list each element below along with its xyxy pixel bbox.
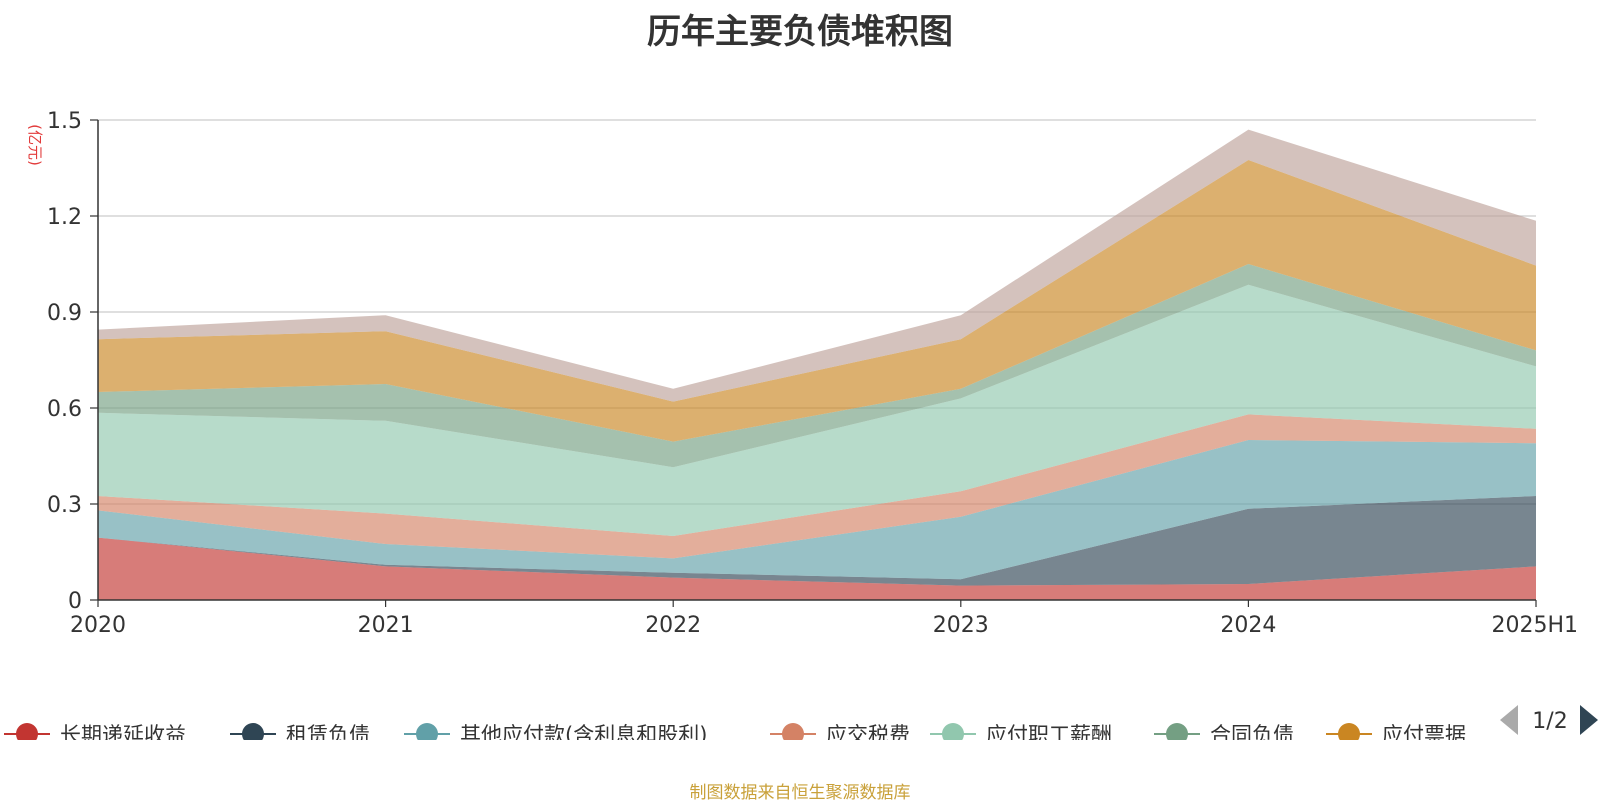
- x-tick-label: 2020: [70, 613, 126, 638]
- legend-label: 租赁负债: [286, 723, 370, 747]
- area-series-3: [98, 414, 1536, 559]
- x-tick-label: 2024: [1220, 613, 1276, 638]
- legend-item[interactable]: 应付票据: [1326, 723, 1466, 747]
- legend-next-icon[interactable]: [1580, 705, 1598, 735]
- y-tick-label: 0.9: [47, 301, 82, 326]
- legend-label: 应付票据: [1382, 723, 1466, 747]
- y-tick-label: 0.6: [47, 397, 82, 422]
- area-series-6: [98, 160, 1536, 442]
- x-tick-label: 2021: [358, 613, 414, 638]
- legend-label: 应付职工薪酬: [986, 723, 1112, 747]
- legend-dot-icon: [782, 723, 804, 740]
- stacked-areas: [98, 129, 1536, 600]
- legend-label: 其他应付款(含利息和股利): [460, 723, 707, 747]
- legend-item[interactable]: 应交税费: [770, 723, 910, 747]
- legend-dot-icon: [16, 723, 38, 740]
- legend-label: 合同负债: [1210, 723, 1294, 747]
- x-tick-label: 2023: [933, 613, 989, 638]
- legend-item[interactable]: 应付职工薪酬: [930, 723, 1112, 747]
- legend-label: 应交税费: [826, 723, 910, 747]
- legend-item[interactable]: 长期递延收益: [4, 723, 186, 747]
- legend-dot-icon: [942, 723, 964, 740]
- source-note: 制图数据来自恒生聚源数据库: [689, 783, 911, 803]
- area-series-4: [98, 284, 1536, 536]
- legend-items: 长期递延收益 租赁负债 其他应付款(含利息和股利) 应交税费 应付职工薪酬 合同负债 应付票…: [4, 723, 1466, 747]
- legend-dot-icon: [242, 723, 264, 740]
- legend-dot-icon: [416, 723, 438, 740]
- area-series-7: [98, 129, 1536, 402]
- legend-dot-icon: [1338, 723, 1360, 740]
- y-tick-label: 1.5: [47, 109, 82, 134]
- y-tick-label: 0: [68, 589, 82, 614]
- legend-dot-icon: [1166, 723, 1188, 740]
- area-series-5: [98, 264, 1536, 468]
- y-unit-label: (亿元): [26, 124, 44, 166]
- area-series-0: [98, 537, 1536, 600]
- legend-item[interactable]: 其他应付款(含利息和股利): [404, 723, 707, 747]
- area-series-1: [98, 496, 1536, 586]
- x-tick-label: 2025H1: [1491, 613, 1578, 638]
- chart-title: 历年主要负债堆积图: [647, 12, 953, 52]
- legend-prev-icon[interactable]: [1500, 705, 1518, 735]
- legend-page-indicator: 1/2: [1532, 709, 1567, 734]
- legend-item[interactable]: 合同负债: [1154, 723, 1294, 747]
- legend-label: 长期递延收益: [60, 723, 186, 747]
- legend-item[interactable]: 租赁负债: [230, 723, 370, 747]
- axes: 0 0.3 0.6 0.9 1.2 1.5 2020 2021 2022 2023 2024 2025…: [47, 109, 1578, 638]
- legend: 长期递延收益 租赁负债 其他应付款(含利息和股利) 应交税费 应付职工薪酬 合同负债 应付票…: [4, 723, 1466, 747]
- legend-pager: 1/2: [1500, 705, 1598, 735]
- y-tick-label: 0.3: [47, 493, 82, 518]
- x-tick-label: 2022: [645, 613, 701, 638]
- area-series-2: [98, 440, 1536, 580]
- y-tick-label: 1.2: [47, 205, 82, 230]
